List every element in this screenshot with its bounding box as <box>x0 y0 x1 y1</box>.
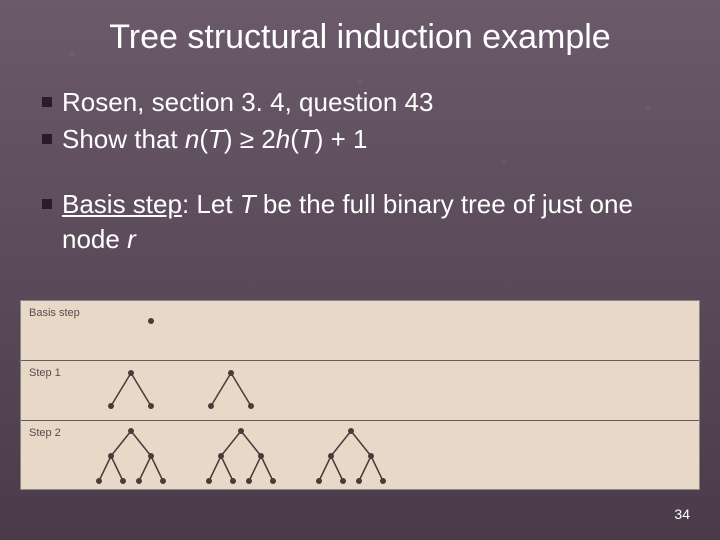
bullet-icon <box>42 97 52 107</box>
diagram-row-label: Step 2 <box>29 427 61 439</box>
diagram-row: Step 2 <box>21 421 699 491</box>
bullet-text: Basis step: Let T be the full binary tre… <box>62 187 690 257</box>
tree-svg <box>91 421 651 491</box>
slide-content: Rosen, section 3. 4, question 43 Show th… <box>30 85 690 257</box>
bullet-item: Basis step: Let T be the full binary tre… <box>42 187 690 257</box>
diagram-row: Step 1 <box>21 361 699 421</box>
slide-title: Tree structural induction example <box>30 18 690 57</box>
bullet-item: Rosen, section 3. 4, question 43 <box>42 85 690 120</box>
bullet-icon <box>42 134 52 144</box>
slide: Tree structural induction example Rosen,… <box>0 0 720 540</box>
spacer <box>42 159 690 187</box>
diagram-row-label: Step 1 <box>29 367 61 379</box>
bullet-icon <box>42 199 52 209</box>
diagram-row: Basis step <box>21 301 699 361</box>
tree-svg <box>91 361 651 420</box>
bullet-item: Show that n(T) ≥ 2h(T) + 1 <box>42 122 690 157</box>
bullet-text: Rosen, section 3. 4, question 43 <box>62 85 690 120</box>
tree-svg <box>91 301 651 360</box>
tree-diagram: Basis step Step 1 Step 2 <box>20 300 700 490</box>
diagram-row-label: Basis step <box>29 307 80 319</box>
slide-number: 34 <box>674 506 690 522</box>
bullet-text: Show that n(T) ≥ 2h(T) + 1 <box>62 122 690 157</box>
